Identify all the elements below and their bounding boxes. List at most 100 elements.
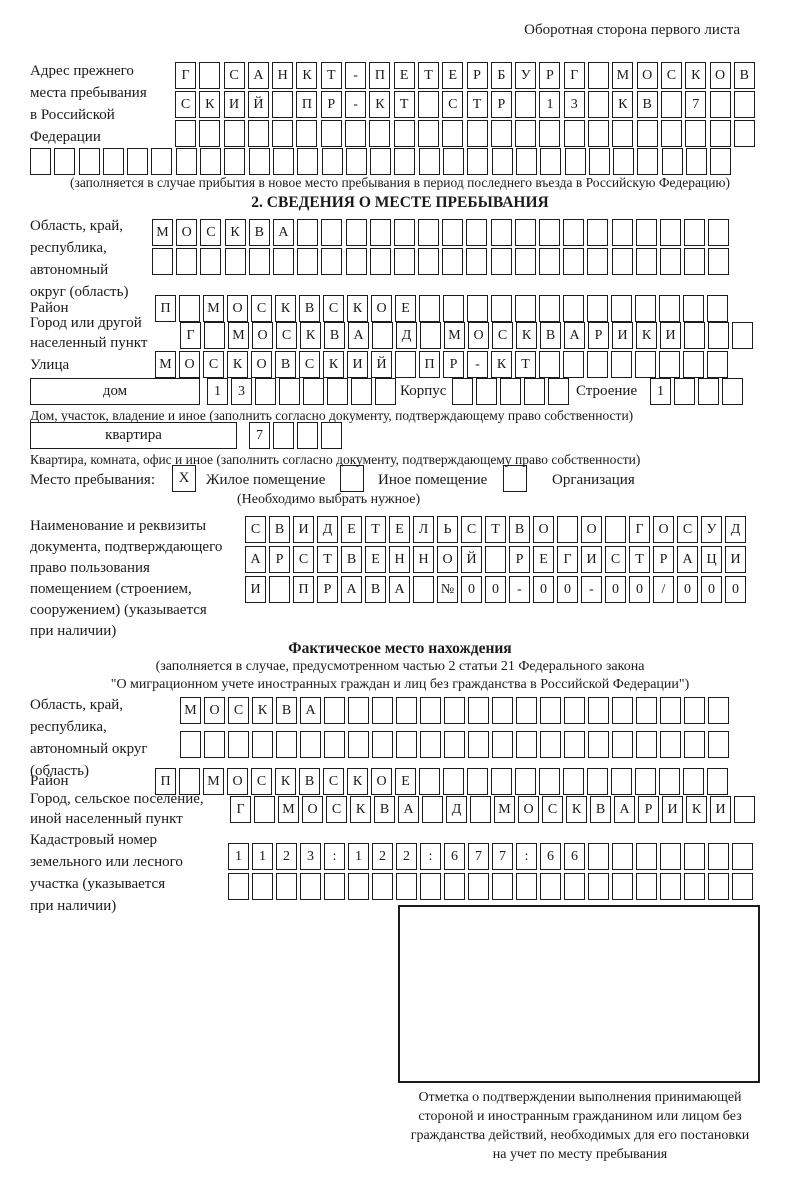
char-cell[interactable]: [276, 873, 297, 900]
char-cell[interactable]: [413, 576, 434, 603]
char-cell[interactable]: [636, 697, 657, 724]
char-cell[interactable]: [418, 219, 440, 246]
char-cell[interactable]: [659, 768, 680, 795]
stay-type-checkbox-residential[interactable]: X: [172, 465, 196, 492]
char-cell[interactable]: [297, 422, 318, 449]
char-cell[interactable]: [254, 796, 275, 823]
char-cell[interactable]: [394, 148, 416, 175]
char-cell[interactable]: С: [660, 62, 682, 89]
char-cell[interactable]: [420, 873, 441, 900]
char-cell[interactable]: В: [324, 322, 345, 349]
char-cell[interactable]: [485, 546, 506, 573]
char-cell[interactable]: М: [444, 322, 465, 349]
char-cell[interactable]: У: [701, 516, 722, 543]
char-cell[interactable]: [351, 378, 372, 405]
char-cell[interactable]: [272, 148, 294, 175]
char-cell[interactable]: [660, 120, 682, 147]
char-cell[interactable]: [180, 731, 201, 758]
char-cell[interactable]: [613, 148, 635, 175]
char-cell[interactable]: [223, 120, 245, 147]
char-cell[interactable]: [200, 248, 222, 275]
char-cell[interactable]: [491, 768, 512, 795]
char-cell[interactable]: [563, 351, 584, 378]
char-cell[interactable]: [548, 378, 569, 405]
char-cell[interactable]: [539, 120, 561, 147]
char-cell[interactable]: [564, 873, 585, 900]
char-cell[interactable]: [152, 248, 173, 275]
char-cell[interactable]: [78, 148, 100, 175]
char-cell[interactable]: Д: [317, 516, 338, 543]
char-cell[interactable]: И: [347, 351, 368, 378]
char-cell[interactable]: И: [223, 91, 245, 118]
char-cell[interactable]: А: [348, 322, 369, 349]
char-cell[interactable]: [612, 697, 633, 724]
char-cell[interactable]: [539, 219, 560, 246]
char-cell[interactable]: [300, 873, 321, 900]
char-cell[interactable]: М: [180, 697, 201, 724]
char-cell[interactable]: [588, 873, 609, 900]
char-cell[interactable]: [707, 768, 728, 795]
char-cell[interactable]: [417, 120, 439, 147]
char-cell[interactable]: К: [516, 322, 537, 349]
char-cell[interactable]: [372, 873, 393, 900]
char-cell[interactable]: 0: [629, 576, 650, 603]
char-cell[interactable]: [443, 768, 464, 795]
char-cell[interactable]: [204, 731, 225, 758]
char-cell[interactable]: [348, 731, 369, 758]
char-cell[interactable]: [563, 120, 585, 147]
char-cell[interactable]: К: [347, 295, 368, 322]
char-cell[interactable]: -: [345, 62, 367, 89]
char-cell[interactable]: /: [653, 576, 674, 603]
char-cell[interactable]: О: [302, 796, 323, 823]
char-cell[interactable]: [684, 731, 705, 758]
char-cell[interactable]: М: [278, 796, 299, 823]
char-cell[interactable]: [588, 731, 609, 758]
char-cell[interactable]: К: [612, 91, 634, 118]
char-cell[interactable]: [248, 248, 270, 275]
char-cell[interactable]: Р: [317, 576, 338, 603]
char-cell[interactable]: [393, 248, 415, 275]
char-cell[interactable]: П: [155, 768, 176, 795]
char-cell[interactable]: И: [710, 796, 731, 823]
char-cell[interactable]: О: [251, 351, 272, 378]
char-cell[interactable]: С: [175, 91, 196, 118]
char-cell[interactable]: К: [300, 322, 321, 349]
char-cell[interactable]: 2: [396, 843, 417, 870]
char-cell[interactable]: [476, 378, 497, 405]
prev-address-row-3[interactable]: [175, 120, 755, 147]
char-cell[interactable]: Д: [446, 796, 467, 823]
char-cell[interactable]: В: [365, 576, 386, 603]
char-cell[interactable]: 2: [276, 843, 297, 870]
char-cell[interactable]: [492, 873, 513, 900]
char-cell[interactable]: [557, 516, 578, 543]
char-cell[interactable]: И: [612, 322, 633, 349]
char-cell[interactable]: [659, 295, 680, 322]
char-cell[interactable]: [710, 148, 732, 175]
char-cell[interactable]: Р: [509, 546, 530, 573]
char-cell[interactable]: [303, 378, 324, 405]
char-cell[interactable]: К: [686, 796, 707, 823]
char-cell[interactable]: О: [204, 697, 225, 724]
char-cell[interactable]: [420, 731, 441, 758]
char-cell[interactable]: 7: [685, 91, 707, 118]
char-cell[interactable]: [176, 248, 198, 275]
char-cell[interactable]: [327, 378, 348, 405]
char-cell[interactable]: П: [296, 91, 318, 118]
char-cell[interactable]: С: [677, 516, 698, 543]
char-cell[interactable]: М: [228, 322, 249, 349]
char-cell[interactable]: 0: [605, 576, 626, 603]
char-cell[interactable]: [204, 322, 225, 349]
char-cell[interactable]: [563, 219, 585, 246]
char-cell[interactable]: [708, 697, 729, 724]
char-cell[interactable]: [444, 697, 465, 724]
char-cell[interactable]: [708, 219, 730, 246]
char-cell[interactable]: К: [350, 796, 371, 823]
char-cell[interactable]: 1: [650, 378, 671, 405]
char-cell[interactable]: [684, 843, 705, 870]
char-cell[interactable]: В: [636, 91, 658, 118]
char-cell[interactable]: [297, 219, 319, 246]
char-cell[interactable]: М: [203, 295, 224, 322]
